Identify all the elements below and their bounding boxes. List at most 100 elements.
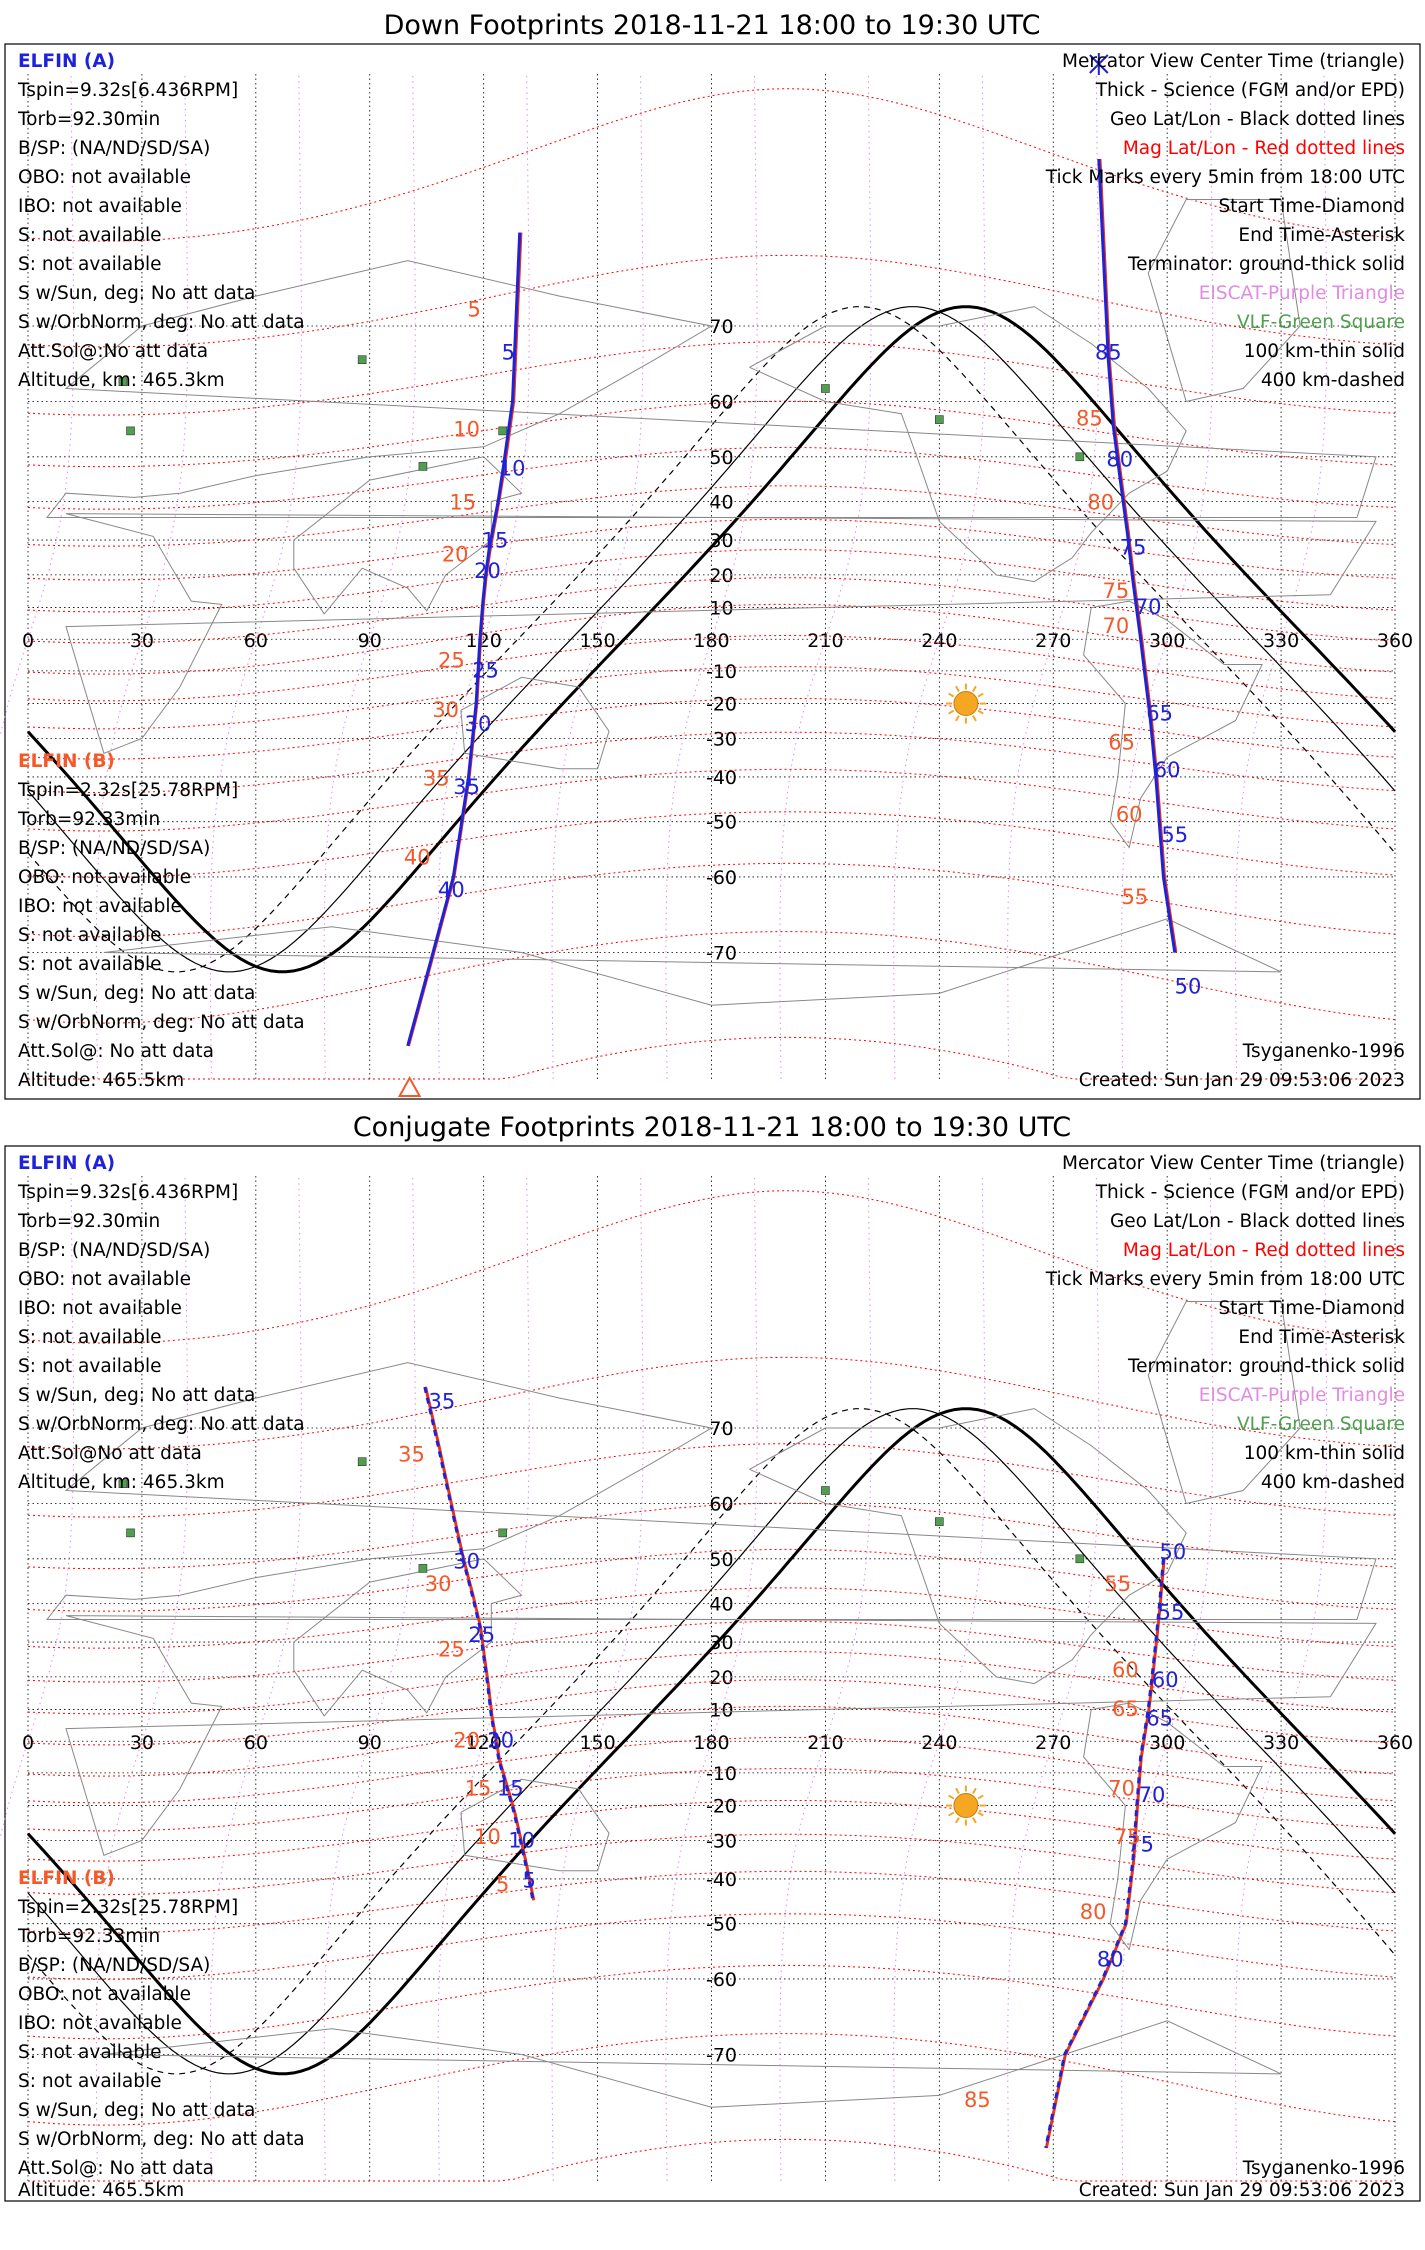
sun-ray <box>948 692 955 698</box>
mag-longitude-line <box>779 1175 872 2182</box>
coastline <box>749 1408 1187 1685</box>
legend-item: Geo Lat/Lon - Black dotted lines <box>1110 109 1405 130</box>
mag-latitude-line <box>27 731 1396 794</box>
lat-tick-label: -20 <box>706 694 737 716</box>
elfin-a-tick-label: 70 <box>1135 595 1162 619</box>
lat-tick-label: -60 <box>706 867 737 889</box>
vlf-site-square <box>118 1479 128 1488</box>
sun-ray <box>955 1787 960 1794</box>
elfin-b-tick-label: 40 <box>404 846 431 870</box>
elfin-a-tick-label: 60 <box>1152 1668 1179 1692</box>
coastline <box>45 1362 1377 1620</box>
mag-latitude-line <box>27 254 1396 348</box>
panel-1-sat-a-line: Tspin=9.32s[6.436RPM] <box>17 80 238 101</box>
panel-2-sat-b-line: Torb=92.33min <box>17 1926 160 1947</box>
lon-tick-label: 360 <box>1377 630 1413 652</box>
vlf-site-square <box>418 1564 428 1573</box>
elfin-b-tick-label: 25 <box>438 1637 465 1661</box>
coastline <box>103 2020 1282 2108</box>
panel-2-model-label: Tsyganenko-1996 <box>1242 2158 1405 2179</box>
panel-1-sat-a-line: S: not available <box>18 254 162 275</box>
elfin-b-tick-label: 60 <box>1116 803 1143 827</box>
elfin-a-tick-label: 35 <box>429 1390 456 1414</box>
elfin-b-tick-label: 30 <box>432 698 459 722</box>
elfin-b-tick-label: 55 <box>1104 1572 1131 1596</box>
legend-item: Thick - Science (FGM and/or EPD) <box>1095 1182 1405 1203</box>
lat-tick-label: 60 <box>709 392 733 414</box>
elfin-a-tick-label: 80 <box>1097 1948 1124 1972</box>
elfin-a-tick-label: 55 <box>1158 1601 1185 1625</box>
panel-1-sat-a-line: S w/OrbNorm, deg: No att data <box>18 312 305 333</box>
terminator-100km <box>27 306 1396 973</box>
elfin-a-tick-label: 20 <box>487 1729 514 1753</box>
panel-2-created-label: Created: Sun Jan 29 09:53:06 2023 <box>1079 2180 1405 2201</box>
vlf-site-square <box>357 1457 367 1467</box>
mag-latitude-line <box>27 1736 1396 1804</box>
elfin-a-tick-label: 20 <box>474 559 501 583</box>
legend-item: Mag Lat/Lon - Red dotted lines <box>1123 138 1405 159</box>
panel-1-sat-a-line: Altitude, km: 465.3km <box>18 370 225 391</box>
panel-1-sat-b-line: S: not available <box>18 954 162 975</box>
mag-latitude-line <box>27 446 1396 510</box>
panel-2-sat-a-line: S w/OrbNorm, deg: No att data <box>18 1414 305 1435</box>
mag-latitude-line <box>27 931 1396 1024</box>
lat-tick-label: 40 <box>709 492 733 514</box>
panel-1-sat-b-line: OBO: not available <box>18 867 191 888</box>
panel-1-frame <box>4 43 1421 1100</box>
elfin-b-tick-label: 55 <box>1122 885 1149 909</box>
legend-item: 400 km-dashed <box>1261 370 1405 391</box>
lat-tick-label: 70 <box>709 316 733 338</box>
lat-tick-label: 50 <box>709 447 733 469</box>
lat-tick-label: -10 <box>706 661 737 683</box>
mag-latitude-line <box>27 1705 1396 1777</box>
panel-2-sat-a-line: Altitude, km: 465.3km <box>18 1472 225 1493</box>
mag-latitude-line <box>27 577 1396 644</box>
mag-latitude-line <box>27 1502 1396 1570</box>
mag-latitude-line <box>27 518 1396 581</box>
elfin-a-track <box>1044 1558 1165 2149</box>
elfin-a-tick-label: 25 <box>472 658 499 682</box>
panel-1-sat-b-line: IBO: not available <box>18 896 182 917</box>
mag-latitude-line <box>27 768 1396 832</box>
panel-2-sat-b-line: S w/Sun, deg: No att data <box>18 2100 255 2121</box>
vlf-site-square <box>126 426 135 436</box>
coastline <box>1083 1702 1263 1951</box>
elfin-b-tick-label: 65 <box>1112 1697 1139 1721</box>
elfin-b-tick-label: 35 <box>423 766 450 790</box>
vlf-site-square <box>498 1528 507 1538</box>
elfin-b-tick-label: 20 <box>442 542 469 566</box>
panel-2-sat-b-line: IBO: not available <box>18 2013 182 2034</box>
panel-2-sat-a-line: Tspin=9.32s[6.436RPM] <box>17 1182 238 1203</box>
panel-1-created-label: Created: Sun Jan 29 09:53:06 2023 <box>1079 1070 1405 1091</box>
mag-longitude-line <box>1007 73 1100 1080</box>
panel-2-sat-a-line: S: not available <box>18 1327 162 1348</box>
lat-tick-label: -70 <box>706 942 737 964</box>
sun-ray <box>955 685 960 692</box>
elfin-b-tick-label: 75 <box>1114 1825 1141 1849</box>
vlf-site-square <box>935 415 944 424</box>
mag-latitude-line <box>27 1913 1396 1980</box>
elfin-b-tick-label: 70 <box>1103 614 1130 638</box>
elfin-b-tick-label: 80 <box>1087 491 1114 515</box>
legend-item: Mag Lat/Lon - Red dotted lines <box>1123 1240 1405 1261</box>
lon-tick-label: 210 <box>807 630 843 652</box>
mag-latitude-line <box>27 1870 1396 1934</box>
lat-tick-label: 60 <box>709 1494 733 1516</box>
panel-1-sat-a-line: Att.Sol@:No att data <box>18 341 208 362</box>
panel-2-frame <box>4 1145 1421 2202</box>
panel-1-map: 0 30 60 90 120 150 180 210 240 270 300 330 360706050… <box>0 53 1413 1097</box>
lat-tick-label: 40 <box>709 1594 733 1616</box>
elfin-a-tick-label: 60 <box>1154 758 1181 782</box>
panel-2-sat-b-line: S w/OrbNorm, deg: No att data <box>18 2129 305 2150</box>
panel-1-sat-b-line: S: not available <box>18 925 162 946</box>
legend-item: VLF-Green Square <box>1237 1414 1405 1435</box>
mag-latitude-line <box>27 549 1396 613</box>
terminator-400km <box>27 306 1396 973</box>
panel-1-sat-b-line: B/SP: (NA/ND/SD/SA) <box>18 838 210 859</box>
legend-item: 100 km-thin solid <box>1244 1443 1405 1464</box>
legend-item: Mercator View Center Time (triangle) <box>1062 51 1405 72</box>
lat-tick-label: -30 <box>706 728 737 750</box>
panel-2-sat-b-line: Att.Sol@: No att data <box>18 2158 214 2179</box>
legend-item: VLF-Green Square <box>1237 312 1405 333</box>
